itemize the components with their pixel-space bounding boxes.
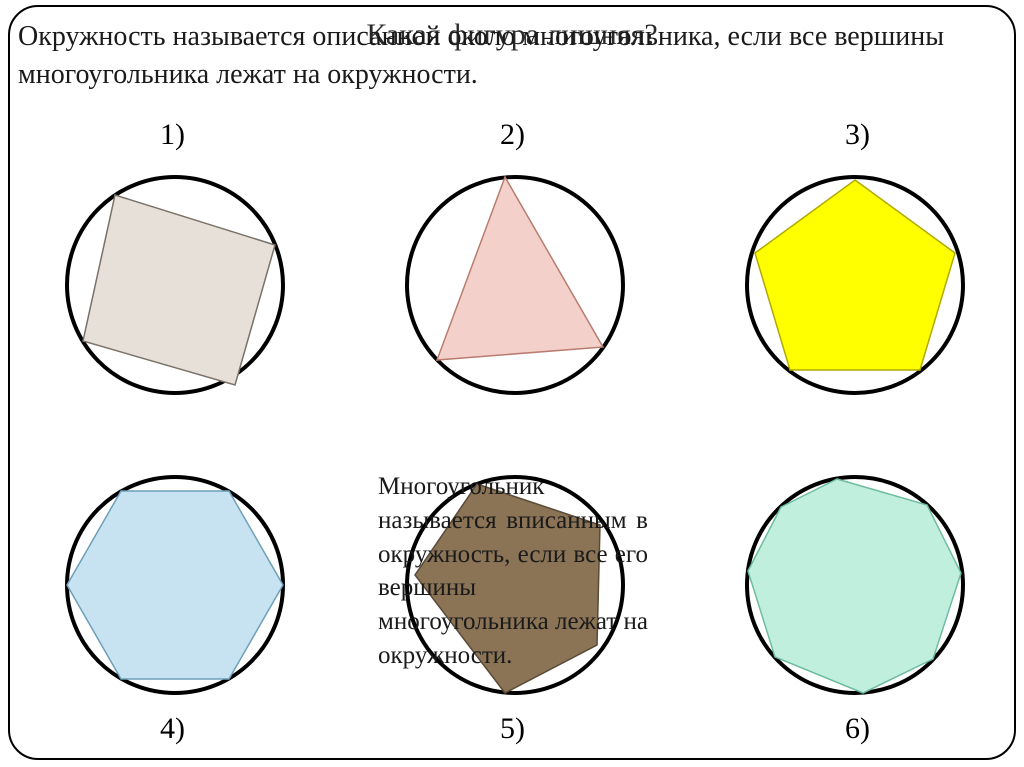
figure-1 (50, 160, 300, 410)
figure-3 (730, 160, 980, 410)
label-2: 2) (500, 118, 525, 152)
label-6: 6) (845, 712, 870, 746)
figure-4 (50, 460, 300, 710)
definition-circumscribed: Окружность называется описанной около мн… (18, 18, 1008, 94)
definition-inscribed: Многоугольник называется вписанным в окр… (378, 470, 648, 673)
label-3: 3) (845, 118, 870, 152)
label-1: 1) (160, 118, 185, 152)
figure-6 (730, 460, 980, 710)
label-5: 5) (500, 712, 525, 746)
figure-2 (390, 160, 640, 410)
label-4: 4) (160, 712, 185, 746)
